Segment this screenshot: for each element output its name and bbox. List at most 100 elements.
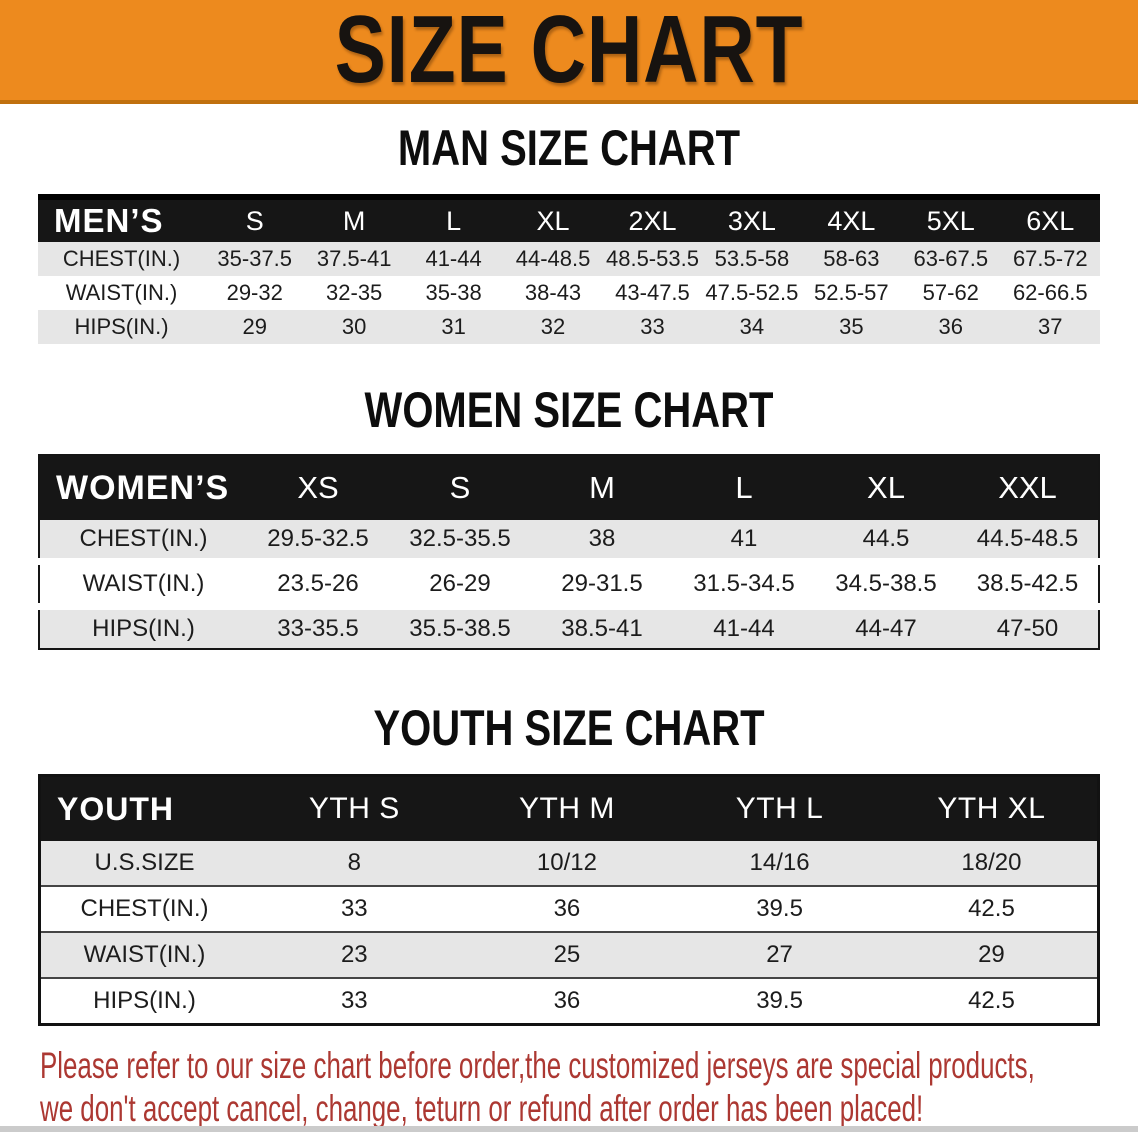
- size-column-header: M: [304, 197, 404, 242]
- size-value: 47-50: [957, 603, 1099, 649]
- youth-section-title: YOUTH SIZE CHART: [373, 700, 765, 756]
- row-label: HIPS(IN.): [39, 977, 248, 1025]
- size-value: 41: [730, 525, 758, 552]
- size-value: 38.5-42.5: [957, 558, 1099, 607]
- size-column-header: YTH S: [248, 775, 461, 841]
- size-value: 33: [248, 977, 461, 1025]
- row-label: CHEST(IN.): [62, 246, 181, 271]
- size-value: 33: [248, 885, 461, 932]
- row-label: U.S.SIZE: [94, 849, 195, 876]
- disclaimer-line-1: Please refer to our size chart before or…: [40, 1045, 1035, 1086]
- size-value: 62-66.5: [1012, 280, 1088, 305]
- size-value: 57-62: [922, 280, 979, 305]
- women-size-table: WOMEN’S XS S M L XL XXL CHEST(IN.) 29.5-32.5 32.5…: [38, 454, 1100, 650]
- size-column-header: XL: [815, 455, 957, 520]
- size-value: 42.5: [885, 977, 1099, 1025]
- size-value: 29: [885, 931, 1099, 978]
- size-value: 58-63: [823, 246, 880, 271]
- row-label: WAIST(IN.): [39, 931, 248, 978]
- size-column-header: 3XL: [702, 197, 802, 242]
- table-corner-label: YOUTH: [39, 775, 248, 841]
- size-value: 38.5-41: [531, 603, 673, 649]
- size-value: 25: [460, 931, 674, 978]
- size-value: 31: [441, 314, 466, 339]
- size-value: 38: [588, 525, 616, 552]
- page-title: SIZE CHART: [334, 0, 804, 103]
- size-value: 35-38: [425, 280, 482, 305]
- size-column-header: M: [531, 455, 673, 520]
- disclaimer-line-2: we don't accept cancel, change, teturn o…: [40, 1088, 924, 1129]
- size-value: 44-47: [815, 603, 957, 649]
- size-table-header-row: MEN’S S M L XL 2XL 3XL 4XL 5XL 6XL: [38, 197, 1100, 242]
- size-value: 27: [673, 931, 886, 978]
- size-column-header: L: [673, 455, 815, 520]
- row-label: HIPS(IN.): [74, 314, 169, 339]
- size-value: 35.5-38.5: [389, 603, 531, 649]
- size-value: 26-29: [389, 558, 531, 607]
- size-value: 29-31.5: [531, 558, 673, 607]
- size-column-header: YTH M: [460, 775, 674, 841]
- size-value: 47.5-52.5: [705, 280, 799, 305]
- size-column-header: YTH L: [673, 775, 886, 841]
- size-value: 43-47.5: [615, 280, 690, 305]
- men-section-title: MAN SIZE CHART: [397, 120, 741, 176]
- size-value: 41-44: [425, 246, 482, 271]
- size-table-header-row: WOMEN’S XS S M L XL XXL: [39, 455, 1099, 520]
- size-value: 35: [839, 314, 864, 339]
- size-value: 67.5-72: [1012, 246, 1088, 271]
- size-value: 35-37.5: [217, 246, 293, 271]
- row-label: CHEST(IN.): [79, 525, 208, 552]
- table-row: U.S.SIZE 8 10/12 14/16 18/20: [39, 841, 1099, 886]
- size-value: 32.5-35.5: [409, 525, 511, 552]
- women-section: WOMEN SIZE CHART WOMEN’S XS S M L XL XXL CHEST(…: [0, 384, 1138, 650]
- size-value: 33: [640, 314, 665, 339]
- size-value: 36: [460, 977, 674, 1025]
- men-section: MAN SIZE CHART MEN’S S M L XL 2XL 3XL 4XL 5XL 6XL…: [0, 122, 1138, 344]
- size-value: 44.5-48.5: [976, 525, 1079, 552]
- size-value: 52.5-57: [814, 280, 889, 305]
- size-table-header-row: YOUTH YTH S YTH M YTH L YTH XL: [39, 775, 1099, 841]
- size-column-header: 2XL: [602, 197, 703, 242]
- table-row: CHEST(IN.) 35-37.5 37.5-41 41-44 44-48.5 48.5…: [38, 242, 1100, 276]
- size-value: 23: [248, 931, 461, 978]
- size-value: 29: [242, 314, 267, 339]
- row-label: WAIST(IN.): [39, 558, 247, 607]
- women-section-title: WOMEN SIZE CHART: [364, 382, 774, 438]
- size-value: 29.5-32.5: [267, 525, 369, 552]
- size-column-header: 6XL: [1000, 197, 1100, 242]
- size-value: 30: [341, 314, 367, 339]
- size-column-header: XS: [247, 455, 389, 520]
- table-row: HIPS(IN.) 29 30 31 32 33 34 35 36 37: [38, 310, 1100, 344]
- size-value: 44.5: [862, 525, 910, 552]
- size-value: 8: [347, 849, 361, 876]
- size-column-header: XL: [503, 197, 603, 242]
- table-row: HIPS(IN.) 33 36 39.5 42.5: [39, 977, 1099, 1025]
- size-value: 34: [739, 314, 765, 339]
- size-column-header: S: [389, 455, 531, 520]
- size-value: 29-32: [226, 280, 283, 305]
- banner: SIZE CHART: [0, 0, 1138, 104]
- size-column-header: S: [205, 197, 305, 242]
- size-value: 39.5: [673, 977, 886, 1025]
- disclaimer: Please refer to our size chart before or…: [40, 1044, 1138, 1130]
- size-value: 36: [938, 314, 964, 339]
- size-value: 32: [540, 314, 566, 339]
- table-row: CHEST(IN.) 33 36 39.5 42.5: [39, 885, 1099, 932]
- size-value: 10/12: [536, 849, 597, 876]
- table-row: WAIST(IN.) 29-32 32-35 35-38 38-43 43-47.5 47.…: [38, 276, 1100, 310]
- row-label: CHEST(IN.): [39, 885, 248, 932]
- size-value: 44-48.5: [515, 246, 591, 271]
- size-value: 37.5-41: [316, 246, 392, 271]
- size-column-header: XXL: [957, 455, 1099, 520]
- size-value: 32-35: [326, 280, 383, 305]
- table-row: WAIST(IN.) 23 25 27 29: [39, 931, 1099, 978]
- size-value: 31.5-34.5: [673, 558, 815, 607]
- size-column-header: 5XL: [901, 197, 1001, 242]
- bottom-edge-strip: [0, 1126, 1138, 1132]
- table-row: HIPS(IN.) 33-35.5 35.5-38.5 38.5-41 41-44 44-…: [39, 603, 1099, 649]
- size-column-header: 4XL: [801, 197, 902, 242]
- size-value: 37: [1038, 314, 1063, 339]
- table-corner-label: WOMEN’S: [39, 455, 247, 520]
- size-value: 34.5-38.5: [815, 558, 957, 607]
- size-value: 36: [460, 885, 674, 932]
